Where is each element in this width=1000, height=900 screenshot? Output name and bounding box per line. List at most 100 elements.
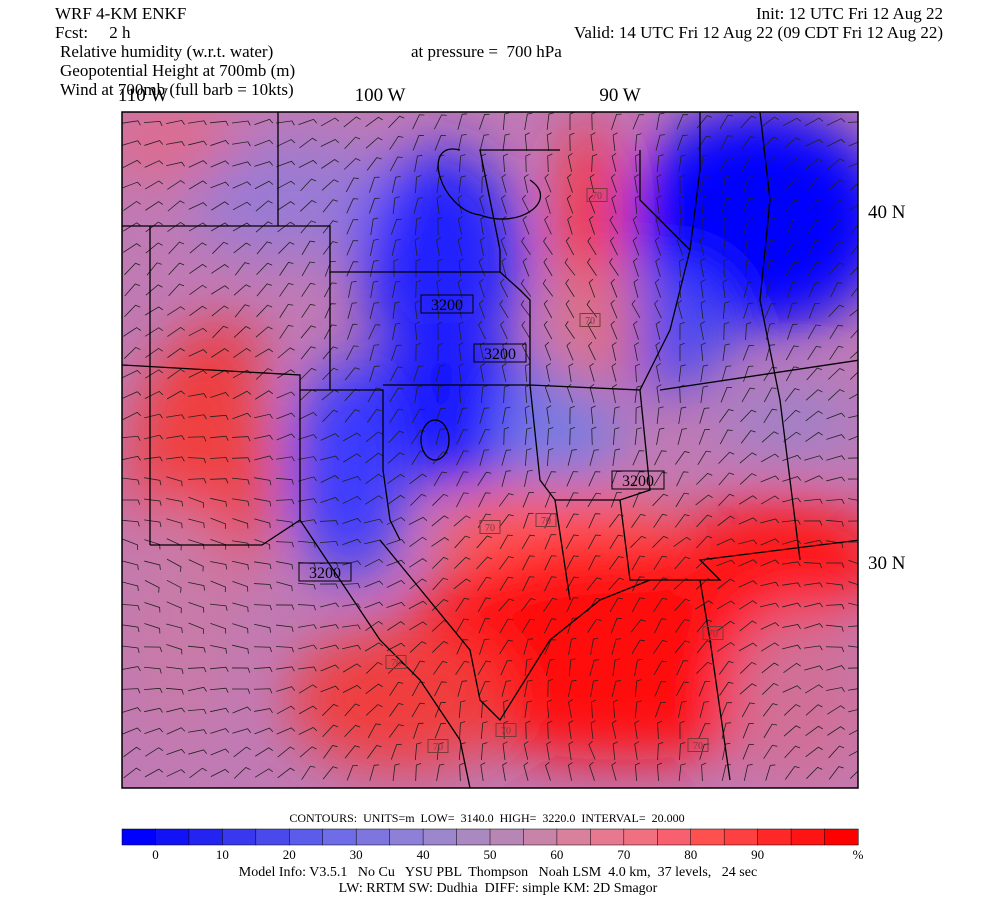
wind-barb bbox=[324, 261, 336, 277]
wind-barb bbox=[568, 658, 576, 677]
wind-barb bbox=[232, 222, 252, 232]
wind-barb bbox=[806, 367, 823, 381]
wind-barb bbox=[719, 661, 734, 675]
wind-barb bbox=[188, 180, 208, 190]
map-field: 3200 3200 3200 3200 70 70 70 70 70 70 70 70 70 bbox=[122, 112, 858, 788]
wind-barb bbox=[699, 237, 705, 256]
colorbar-label: 90 bbox=[751, 847, 764, 862]
wind-barb bbox=[542, 279, 554, 297]
wind-barb bbox=[415, 763, 422, 782]
wind-barb bbox=[209, 457, 229, 463]
wind-barb bbox=[848, 688, 858, 691]
wind-barb bbox=[826, 624, 844, 632]
wind-barb bbox=[232, 161, 252, 167]
wind-barb bbox=[392, 763, 400, 781]
wind-barb bbox=[568, 720, 574, 739]
wind-barb bbox=[343, 116, 361, 128]
wind-barb bbox=[787, 281, 798, 298]
wind-barb bbox=[232, 498, 250, 507]
wind-barb bbox=[122, 477, 140, 485]
longitude-label: 100 W bbox=[355, 85, 406, 106]
wind-barb bbox=[343, 453, 362, 463]
wind-barb bbox=[436, 195, 442, 214]
colorbar-swatch bbox=[155, 828, 190, 846]
wind-barb bbox=[210, 644, 228, 654]
wind-barb bbox=[321, 158, 339, 169]
wind-barb bbox=[365, 473, 383, 484]
wind-barb bbox=[612, 658, 621, 676]
wind-barb bbox=[253, 583, 272, 590]
field-name: Relative humidity (w.r.t. water) bbox=[60, 42, 273, 61]
wind-barb bbox=[388, 661, 405, 674]
wind-barb bbox=[656, 112, 665, 130]
wind-barb bbox=[188, 602, 205, 613]
wind-barb bbox=[410, 493, 427, 506]
wind-barb bbox=[144, 180, 164, 190]
wind-barb bbox=[233, 284, 251, 296]
wind-barb bbox=[478, 681, 491, 697]
wind-barb bbox=[232, 390, 252, 400]
wind-barb bbox=[166, 748, 186, 755]
wind-barb bbox=[738, 580, 758, 588]
wind-barb bbox=[167, 306, 186, 316]
wind-barb bbox=[344, 703, 361, 717]
wind-barb bbox=[232, 602, 249, 613]
wind-barb bbox=[652, 535, 669, 548]
wind-barb bbox=[166, 769, 186, 777]
wind-barb bbox=[456, 639, 469, 655]
wind-barb bbox=[122, 435, 141, 441]
wind-barb bbox=[502, 762, 508, 781]
wind-barb bbox=[344, 724, 361, 738]
wind-barb bbox=[763, 723, 778, 739]
wind-barb bbox=[253, 604, 272, 611]
wind-barb bbox=[342, 538, 362, 546]
wind-barb bbox=[827, 179, 845, 191]
wind-barb bbox=[741, 136, 756, 150]
wind-barb bbox=[631, 597, 645, 613]
wind-barb bbox=[804, 582, 823, 588]
wind-barb bbox=[701, 216, 708, 236]
wind-barb bbox=[364, 558, 384, 568]
contour-label: 70 bbox=[708, 629, 718, 640]
contour-label-box bbox=[479, 520, 501, 534]
wind-barb bbox=[827, 158, 845, 170]
wind-barb bbox=[502, 153, 509, 173]
wind-barb bbox=[700, 300, 706, 319]
wind-barb bbox=[722, 175, 731, 193]
wind-barb bbox=[762, 703, 778, 717]
wind-barb bbox=[785, 261, 800, 277]
wind-barb bbox=[478, 320, 486, 340]
wind-barb bbox=[188, 327, 208, 337]
wind-barb bbox=[476, 556, 493, 570]
wind-barb bbox=[232, 181, 252, 189]
wind-barb bbox=[481, 742, 488, 761]
wind-barb bbox=[122, 499, 141, 505]
wind-barb bbox=[679, 174, 685, 194]
wind-barb bbox=[254, 539, 271, 550]
wind-barb bbox=[298, 118, 318, 126]
wind-barb bbox=[782, 117, 802, 127]
wind-barb bbox=[388, 724, 404, 738]
wind-barb bbox=[586, 258, 597, 276]
wind-barb bbox=[783, 725, 801, 737]
wind-barb bbox=[717, 620, 735, 632]
wind-barb bbox=[276, 180, 296, 190]
wind-barb bbox=[764, 198, 777, 214]
wind-barb bbox=[409, 473, 427, 485]
wind-barb bbox=[277, 201, 295, 211]
wind-barb bbox=[782, 644, 801, 650]
wind-barb bbox=[144, 602, 161, 613]
wind-barb bbox=[720, 135, 733, 151]
wind-barb bbox=[188, 370, 208, 378]
wind-barb bbox=[653, 555, 668, 571]
contour-label-box bbox=[385, 655, 407, 669]
wind-barb bbox=[765, 344, 776, 361]
wind-barb bbox=[369, 764, 380, 781]
wind-barb bbox=[591, 154, 598, 173]
wind-barb bbox=[122, 455, 141, 461]
wind-barb bbox=[630, 535, 647, 548]
contour-label-box bbox=[298, 562, 352, 582]
wind-barb bbox=[848, 415, 858, 419]
wind-barb bbox=[319, 520, 339, 526]
wind-barb bbox=[369, 197, 380, 214]
